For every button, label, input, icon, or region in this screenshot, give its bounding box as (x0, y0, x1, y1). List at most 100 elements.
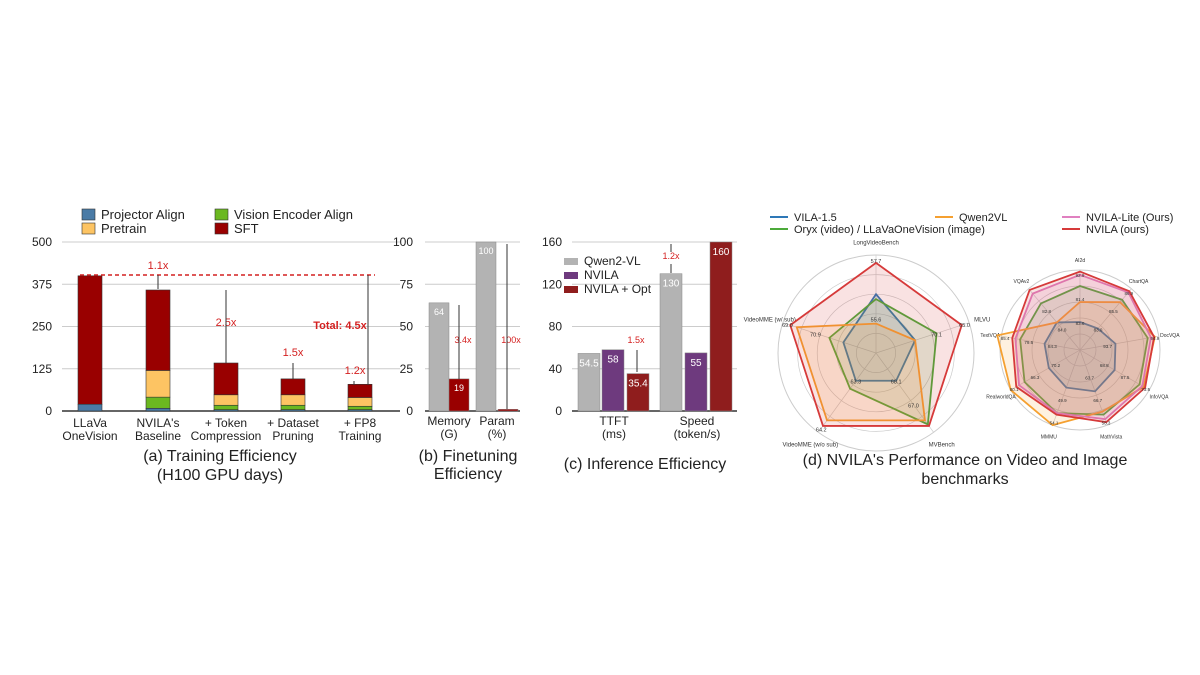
legend-swatch (81, 208, 96, 221)
radar-series (1014, 273, 1152, 421)
chart-subtitle: (H100 GPU days) (157, 467, 283, 484)
legend-label: Vision Encoder Align (234, 207, 353, 222)
x-tick-label: OneVision (62, 429, 117, 443)
y-tick-label: 0 (555, 404, 562, 418)
radar-axis-label: LongVideoBench (853, 240, 899, 246)
legend-label: Projector Align (101, 207, 185, 222)
radar-value-label: 93.7 (1103, 344, 1112, 349)
speedup-annotation: 100x (501, 335, 521, 345)
bar-segment (145, 370, 171, 398)
radar-value-label: 84.0 (1058, 328, 1067, 333)
y-tick-label: 120 (542, 277, 562, 291)
legend-label: VILA-1.5 (794, 212, 837, 224)
radar-axis-label: RealworldQA (986, 395, 1016, 401)
legend-label: NVILA-Lite (Ours) (1086, 212, 1173, 224)
y-tick-label: 125 (32, 362, 52, 376)
x-tick-label: Compression (191, 429, 262, 443)
y-tick-label: 40 (549, 362, 563, 376)
bar (428, 302, 450, 412)
chart-title: (b) Finetuning (419, 448, 518, 465)
radar-value-label: 85.5 (1109, 309, 1118, 314)
y-tick-label: 75 (400, 277, 414, 291)
radar-axis-label: VideoMME (w/ sub) (744, 317, 796, 323)
x-tick-label: (ms) (602, 427, 626, 441)
radar-spoke (875, 322, 970, 354)
radar-value-label: 84.3 (1048, 344, 1057, 349)
bar-value-label: 64 (434, 307, 444, 317)
bar-segment (280, 378, 306, 396)
x-tick-label: Speed (680, 414, 715, 428)
radar-value-label: 66.3 (1031, 375, 1040, 380)
radar-series (1019, 285, 1149, 416)
radar-value-label: 63.7 (1085, 375, 1094, 380)
radar-value-label: 70.9 (810, 332, 821, 338)
radar-value-label: 64.2 (816, 427, 827, 433)
x-tick-label: NVILA's (137, 416, 180, 430)
radar-value-label: 86.9 (1124, 291, 1133, 296)
bar (497, 409, 519, 412)
radar-spoke (1079, 349, 1108, 426)
bar-segment (145, 396, 171, 409)
legend-label: Qwen2VL (959, 212, 1007, 224)
x-tick-label: Param (479, 414, 514, 428)
radar-value-label: 67.0 (908, 404, 919, 410)
bar-segment (213, 362, 239, 396)
y-tick-label: 80 (549, 320, 563, 334)
radar-value-label: 68.1 (891, 380, 902, 386)
radar-value-label: 66.7 (1093, 398, 1102, 403)
speedup-annotation: 1.2x (662, 251, 680, 261)
radar-axis-label: TextVQA (980, 333, 1000, 339)
x-tick-label: LLaVa (73, 416, 107, 430)
x-tick-label: Pruning (272, 429, 313, 443)
legend-swatch (564, 286, 578, 293)
x-tick-label: Memory (427, 414, 470, 428)
bar-segment (347, 397, 373, 407)
radar-value-label: 85.4 (1001, 336, 1010, 341)
speedup-annotation: Total: 4.5x (313, 320, 367, 332)
bar (601, 349, 625, 412)
bar-segment (213, 394, 239, 406)
legend-label: SFT (234, 221, 259, 236)
bar (684, 352, 708, 412)
radar-axis-label: MathVista (1100, 435, 1122, 441)
bar (577, 353, 601, 412)
bar-segment (280, 394, 306, 406)
legend-swatch (214, 208, 229, 221)
radar-spoke (1001, 335, 1081, 351)
radar-value-label: 87.5 (1121, 375, 1130, 380)
radar-value-label: 54.1 (1050, 420, 1059, 425)
legend-label: Pretrain (101, 221, 147, 236)
radar-value-label: 82.8 (1042, 309, 1051, 314)
radar-value-label: 63.3 (850, 380, 861, 386)
bar-segment (77, 403, 103, 412)
radar-axis-label: VideoMME (w/o sub) (783, 442, 839, 448)
x-tick-label: + FP8 (344, 416, 377, 430)
radar-value-label: 49.9 (1058, 398, 1067, 403)
x-tick-label: Training (339, 429, 382, 443)
y-tick-label: 160 (542, 235, 562, 249)
x-tick-label: (G) (440, 427, 457, 441)
legend-label: NVILA (ours) (1086, 224, 1149, 236)
radar-value-label: 65.0 (959, 323, 970, 329)
radar-value-label: 68.8 (1100, 363, 1109, 368)
legend-swatch (564, 272, 578, 279)
radar-value-label: 79.6 (1024, 340, 1033, 345)
bar-value-label: 19 (454, 383, 464, 393)
radar-value-label: 81.4 (1076, 297, 1085, 302)
radar-value-label: 83.0 (1094, 328, 1103, 333)
bar (659, 273, 683, 412)
radar-value-label: 83.0 (1076, 321, 1085, 326)
bar-segment (347, 383, 373, 398)
radar-value-label: 57.7 (871, 259, 882, 265)
bar (475, 241, 497, 412)
radar-spoke (818, 352, 877, 433)
bar-value-label: 100 (478, 246, 493, 256)
y-tick-label: 0 (406, 404, 413, 418)
radar-value-label: 73.5 (1141, 387, 1150, 392)
radar-value-label: 70.2 (1051, 363, 1060, 368)
chart-subtitle: Efficiency (434, 466, 502, 483)
bar-value-label: 35.4 (628, 379, 648, 390)
radar-series (828, 298, 938, 426)
legend-swatch (564, 258, 578, 265)
